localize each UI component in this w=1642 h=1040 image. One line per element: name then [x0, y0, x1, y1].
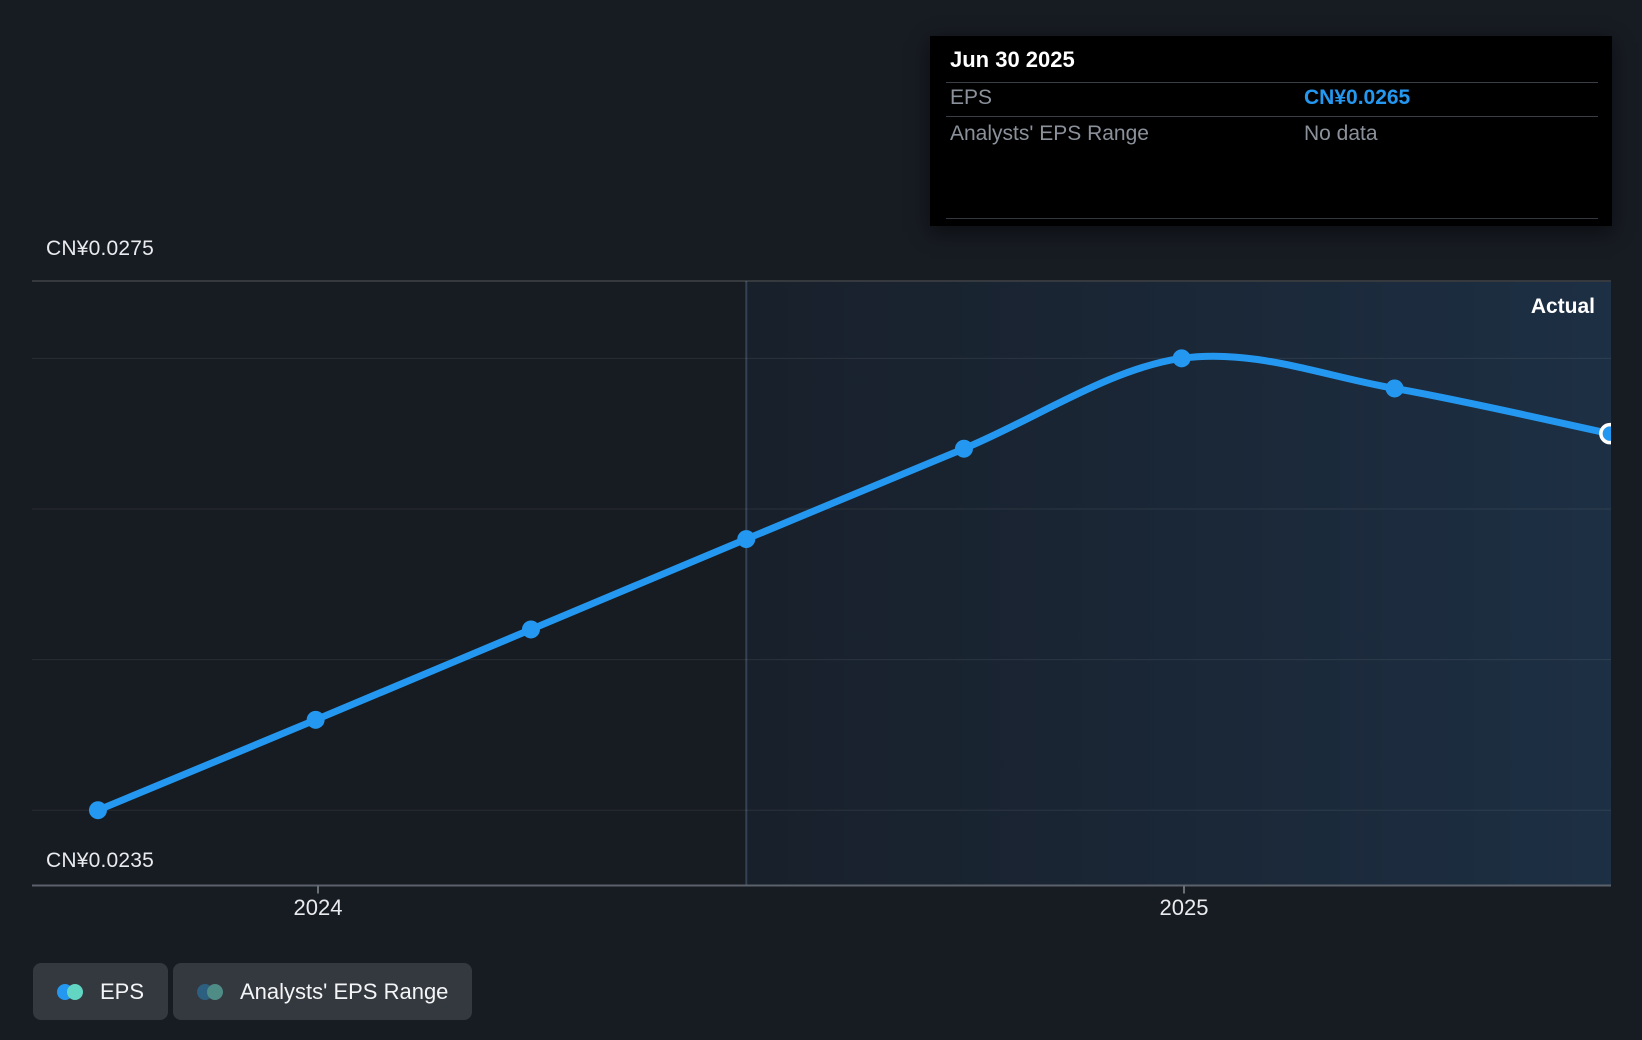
range-color-dot-teal: [207, 983, 223, 1000]
tooltip-divider: [946, 116, 1598, 117]
eps-data-point[interactable]: [1385, 379, 1404, 398]
range-series-icon: [197, 983, 223, 1000]
eps-data-point[interactable]: [306, 710, 325, 729]
tooltip-divider: [946, 218, 1598, 219]
eps-data-point[interactable]: [1172, 349, 1191, 368]
tooltip-eps-value: CN¥0.0265: [1304, 86, 1411, 109]
eps-series-icon: [57, 983, 83, 1000]
actual-region-label: Actual: [1530, 295, 1595, 318]
tooltip-eps-label: EPS: [950, 86, 993, 109]
eps-data-point[interactable]: [737, 530, 756, 549]
eps-data-point[interactable]: [954, 439, 973, 458]
tooltip-divider: [946, 82, 1598, 83]
eps-line[interactable]: [94, 352, 1611, 814]
legend-label-eps: EPS: [100, 978, 145, 1004]
eps-color-dot-teal: [67, 983, 83, 1000]
legend-button-eps[interactable]: EPS: [33, 963, 169, 1020]
y-axis-min-label: CN¥0.0235: [46, 849, 155, 872]
tooltip-date-title: Jun 30 2025: [950, 47, 1075, 72]
eps-current-point[interactable]: [1599, 422, 1619, 445]
x-axis-tick-label-2024: 2024: [293, 895, 343, 920]
actual-region-background: [746, 282, 1611, 886]
legend-label-analysts-eps-range: Analysts' EPS Range: [240, 978, 449, 1004]
eps-data-point[interactable]: [88, 801, 107, 820]
chart-tooltip: Jun 30 2025 EPS CN¥0.0265 Analysts' EPS …: [930, 36, 1612, 226]
tooltip-eps-range-label: Analysts' EPS Range: [950, 122, 1149, 145]
y-axis-max-label: CN¥0.0275: [46, 237, 155, 260]
legend-button-analysts-eps-range[interactable]: Analysts' EPS Range: [173, 963, 473, 1020]
x-axis-tick-label-2025: 2025: [1159, 895, 1209, 920]
eps-data-point[interactable]: [521, 620, 540, 639]
tooltip-eps-range-value: No data: [1304, 122, 1378, 145]
